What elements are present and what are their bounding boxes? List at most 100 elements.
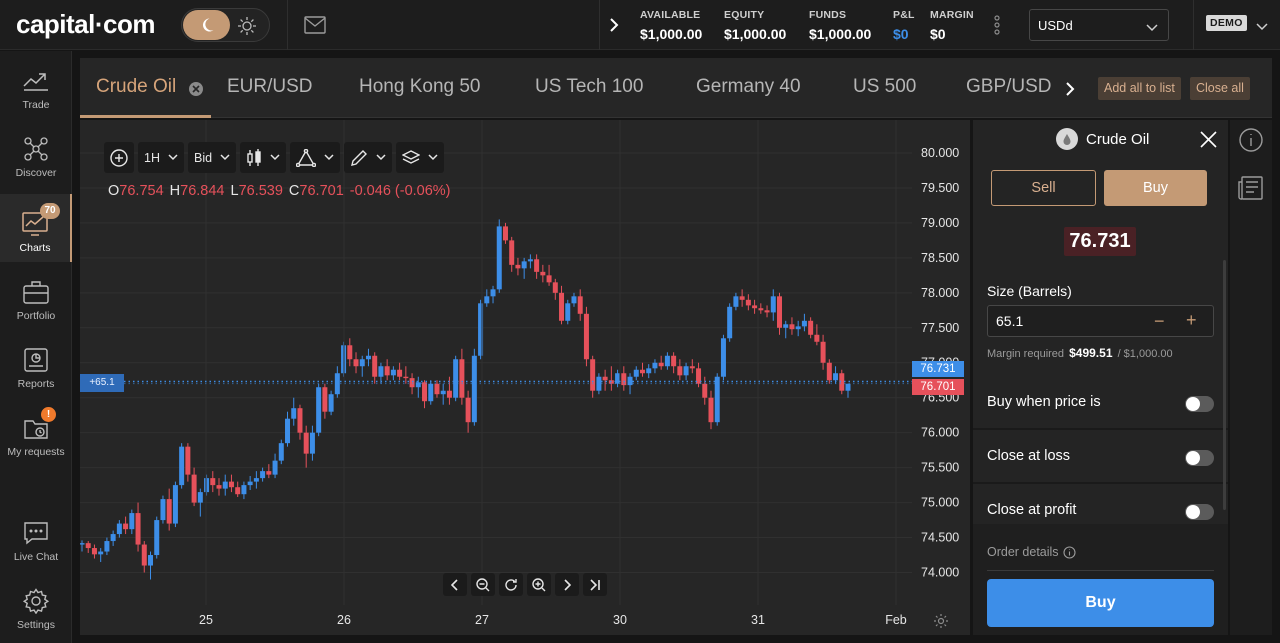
mail-icon[interactable] (304, 16, 326, 34)
candle-body (671, 355, 677, 367)
nav-label: Portfolio (16, 310, 56, 322)
order-instrument-name: Crude Oil (1086, 130, 1150, 148)
add-all-to-list-button[interactable]: Add all to list (1098, 77, 1181, 100)
refresh-icon (505, 578, 517, 591)
chevron-right-icon[interactable] (606, 15, 622, 35)
tab-us-500[interactable]: US 500 (853, 76, 917, 97)
order-details-link[interactable]: Order details (987, 545, 1076, 559)
candle-body (104, 541, 110, 552)
pen-tools-select[interactable] (344, 142, 393, 173)
close-icon[interactable] (1200, 131, 1217, 153)
currency-value: USDd (1038, 18, 1073, 33)
nav-trade[interactable]: Trade (0, 51, 72, 119)
candle-body (80, 543, 85, 545)
right-rail (1230, 120, 1272, 635)
sun-icon[interactable] (237, 16, 257, 36)
nav-my-requests[interactable]: My requests ! (0, 398, 72, 466)
order-price: 76.731 (1064, 227, 1136, 256)
nav-label: Live Chat (13, 551, 59, 563)
candle-body (577, 296, 583, 314)
candle-body (839, 373, 845, 391)
buy-price-tag: 76.731 (912, 361, 964, 377)
more-options-icon[interactable] (994, 15, 1000, 35)
submit-buy-button[interactable]: Buy (987, 579, 1214, 627)
buy-when-toggle[interactable] (1185, 396, 1214, 412)
order-panel-scrollbar[interactable] (1223, 260, 1226, 510)
tab-crude-oil[interactable]: Crude Oil (96, 76, 177, 97)
nav-label: Trade (22, 99, 50, 111)
candle-body (453, 359, 459, 398)
discover-icon (22, 135, 50, 163)
close-at-loss-toggle[interactable] (1185, 450, 1214, 466)
y-tick-label: 79.500 (921, 181, 959, 195)
nav-label: Settings (17, 619, 55, 631)
tab-hong-kong-50[interactable]: Hong Kong 50 (359, 76, 481, 97)
size-label: Size (Barrels) (987, 283, 1072, 299)
candle-body (677, 366, 683, 376)
tab-gbp-usd[interactable]: GBP/USD (966, 76, 1052, 97)
plus-circle-icon (110, 148, 128, 167)
chart-panel[interactable] (80, 120, 970, 635)
active-tab-indicator (80, 115, 211, 118)
candle-body (783, 324, 789, 328)
currency-select[interactable]: USDd (1029, 9, 1169, 41)
chevron-down-icon[interactable] (1256, 18, 1268, 36)
candle-body (328, 394, 334, 412)
toggle-knob (1186, 397, 1200, 411)
info-icon[interactable] (1238, 127, 1264, 158)
close-all-button[interactable]: Close all (1190, 77, 1250, 100)
close-icon[interactable] (189, 82, 203, 96)
tab-us-tech-100[interactable]: US Tech 100 (535, 76, 644, 97)
buy-toggle-button[interactable]: Buy (1104, 170, 1207, 206)
tab-eur-usd[interactable]: EUR/USD (227, 76, 313, 97)
news-icon[interactable] (1238, 176, 1264, 205)
candle-body (770, 296, 776, 313)
reset-chart-button[interactable] (499, 573, 523, 596)
tab-germany-40[interactable]: Germany 40 (696, 76, 801, 97)
candle-body (708, 397, 714, 423)
candle-body (204, 478, 210, 493)
candle-body (222, 481, 228, 489)
nav-live-chat[interactable]: Live Chat (0, 503, 72, 571)
sell-toggle-button[interactable]: Sell (991, 170, 1096, 206)
chart-type-select[interactable] (240, 142, 287, 173)
price-chart[interactable]: 80.00079.50079.00078.50078.00077.50077.0… (80, 120, 970, 635)
candle-body (571, 296, 577, 304)
price-side-select[interactable]: Bid (187, 142, 237, 173)
add-indicator-button[interactable] (104, 142, 134, 173)
price-side-value: Bid (193, 150, 213, 165)
y-tick-label: 74.500 (921, 531, 959, 545)
scroll-left-button[interactable] (443, 573, 467, 596)
candle-body (123, 523, 129, 530)
close-at-profit-toggle[interactable] (1185, 504, 1214, 520)
nav-portfolio[interactable]: Portfolio (0, 262, 72, 330)
go-to-latest-button[interactable] (583, 573, 607, 596)
position-size-tag[interactable]: +65.1 (80, 374, 124, 392)
moon-icon[interactable] (183, 10, 230, 40)
candle-body (297, 408, 303, 433)
nav-reports[interactable]: Reports (0, 330, 72, 398)
drawing-tools-select[interactable] (290, 142, 341, 173)
capital-logo[interactable]: capital·com (16, 9, 156, 39)
charts-icon (21, 210, 49, 238)
candle-body (210, 478, 216, 486)
theme-toggle[interactable] (181, 8, 270, 42)
scroll-right-button[interactable] (555, 573, 579, 596)
candle-body (795, 326, 801, 330)
chevron-right-icon[interactable] (1063, 80, 1077, 103)
stat-label: FUNDS (809, 9, 847, 21)
increase-size-button[interactable]: + (1186, 310, 1197, 330)
toggle-knob (1186, 451, 1200, 465)
zoom-in-button[interactable] (527, 573, 551, 596)
chart-settings-icon[interactable] (933, 613, 949, 634)
interval-select[interactable]: 1H (138, 142, 184, 173)
margin-total: / $1,000.00 (1117, 348, 1173, 360)
demo-badge[interactable]: DEMO (1206, 15, 1247, 31)
nav-discover[interactable]: Discover (0, 119, 72, 187)
layers-select[interactable] (396, 142, 445, 173)
decrease-size-button[interactable]: − (1154, 311, 1165, 331)
size-input[interactable]: 65.1 − + (987, 305, 1214, 337)
nav-settings[interactable]: Settings (0, 571, 72, 639)
zoom-out-button[interactable] (471, 573, 495, 596)
nav-charts[interactable]: Charts 70 (0, 194, 72, 262)
